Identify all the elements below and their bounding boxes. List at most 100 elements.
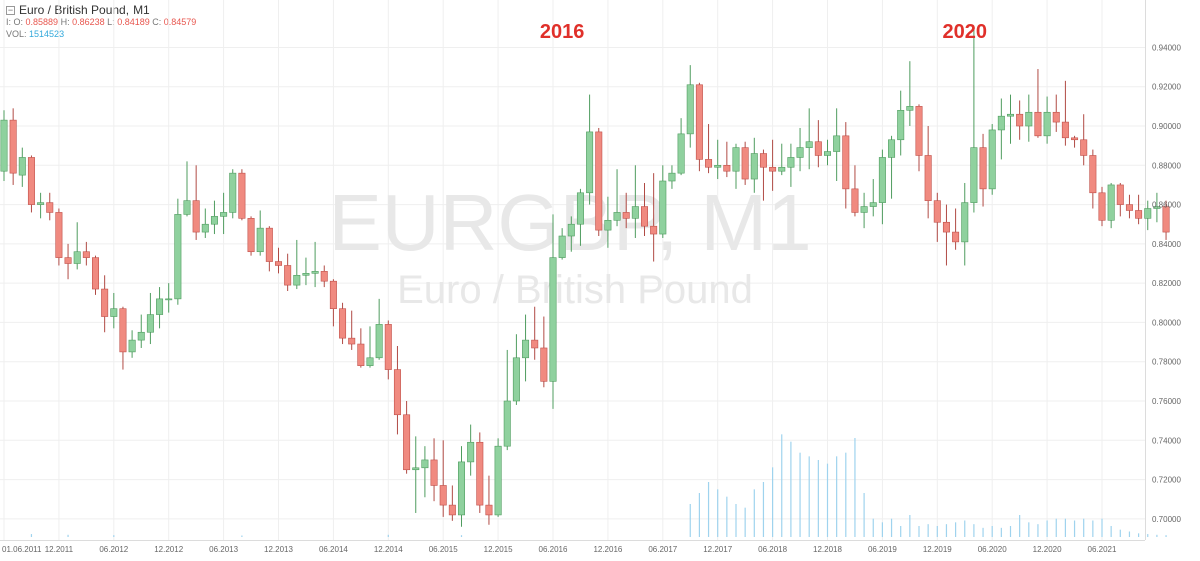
- candle-down[interactable]: [741, 141, 749, 185]
- candle-up[interactable]: [293, 239, 301, 290]
- candle-up[interactable]: [878, 149, 886, 225]
- candle-up[interactable]: [366, 326, 374, 368]
- candle-down[interactable]: [46, 192, 54, 221]
- candle-down[interactable]: [769, 139, 777, 191]
- candle-up[interactable]: [201, 208, 209, 238]
- candle-down[interactable]: [339, 302, 347, 345]
- collapse-icon[interactable]: −: [6, 4, 15, 15]
- candle-up[interactable]: [412, 436, 420, 513]
- candle-down[interactable]: [82, 241, 90, 266]
- candle-down[interactable]: [595, 127, 603, 237]
- candle-down[interactable]: [27, 155, 35, 213]
- candle-down[interactable]: [1052, 94, 1060, 132]
- candle-up[interactable]: [906, 61, 914, 127]
- candle-down[interactable]: [695, 82, 703, 172]
- candle-down[interactable]: [851, 165, 859, 217]
- candle-down[interactable]: [1071, 135, 1079, 148]
- candle-down[interactable]: [723, 141, 731, 178]
- candle-up[interactable]: [522, 314, 530, 382]
- candle-down[interactable]: [942, 204, 950, 266]
- candle-up[interactable]: [833, 108, 841, 182]
- candle-up[interactable]: [229, 169, 237, 219]
- candle-up[interactable]: [467, 424, 475, 476]
- candle-up[interactable]: [778, 143, 786, 176]
- candle-down[interactable]: [393, 346, 401, 435]
- candle-down[interactable]: [274, 247, 282, 274]
- candle-up[interactable]: [156, 287, 164, 329]
- candle-down[interactable]: [476, 432, 484, 513]
- candle-up[interactable]: [220, 192, 228, 235]
- candle-down[interactable]: [9, 108, 17, 185]
- candle-down[interactable]: [705, 124, 713, 174]
- candle-down[interactable]: [650, 173, 658, 262]
- candle-up[interactable]: [183, 161, 191, 217]
- candle-down[interactable]: [979, 133, 987, 207]
- candle-up[interactable]: [961, 182, 969, 266]
- candle-down[interactable]: [92, 255, 100, 295]
- candle-down[interactable]: [357, 328, 365, 368]
- candle-up[interactable]: [732, 143, 740, 189]
- candle-up[interactable]: [604, 196, 612, 248]
- candle-up[interactable]: [970, 29, 978, 213]
- candle-down[interactable]: [1061, 80, 1069, 146]
- candle-up[interactable]: [73, 222, 81, 270]
- candle-down[interactable]: [101, 275, 109, 333]
- candle-down[interactable]: [284, 253, 292, 292]
- candle-up[interactable]: [494, 438, 502, 517]
- candle-up[interactable]: [897, 90, 905, 156]
- candle-down[interactable]: [55, 208, 63, 266]
- candle-up[interactable]: [512, 334, 520, 405]
- candle-down[interactable]: [924, 126, 932, 219]
- candle-up[interactable]: [1025, 94, 1033, 142]
- candle-up[interactable]: [750, 137, 758, 193]
- candle-up[interactable]: [860, 192, 868, 229]
- candle-down[interactable]: [1098, 186, 1106, 227]
- candle-up[interactable]: [128, 330, 136, 358]
- candle-up[interactable]: [165, 283, 173, 313]
- candle-down[interactable]: [320, 265, 328, 288]
- candle-down[interactable]: [1116, 182, 1124, 217]
- candle-down[interactable]: [64, 243, 72, 280]
- candle-down[interactable]: [933, 192, 941, 242]
- candle-down[interactable]: [485, 475, 493, 525]
- candle-down[interactable]: [1089, 149, 1097, 209]
- candle-down[interactable]: [430, 438, 438, 502]
- candle-up[interactable]: [631, 165, 639, 238]
- candle-up[interactable]: [1153, 192, 1161, 223]
- candle-up[interactable]: [888, 135, 896, 199]
- candle-down[interactable]: [265, 226, 273, 272]
- candle-down[interactable]: [952, 208, 960, 250]
- candle-up[interactable]: [375, 298, 383, 360]
- candle-up[interactable]: [823, 139, 831, 166]
- candle-up[interactable]: [256, 210, 264, 256]
- candle-down[interactable]: [1080, 114, 1088, 166]
- candle-up[interactable]: [576, 188, 584, 246]
- candle-up[interactable]: [37, 192, 45, 219]
- candle-up[interactable]: [1144, 200, 1152, 231]
- candle-up[interactable]: [613, 169, 621, 227]
- candle-up[interactable]: [1107, 182, 1115, 229]
- candle-down[interactable]: [915, 104, 923, 172]
- candle-up[interactable]: [668, 165, 676, 189]
- candle-up[interactable]: [988, 124, 996, 195]
- candle-up[interactable]: [586, 94, 594, 205]
- candle-up[interactable]: [110, 292, 118, 329]
- candle-down[interactable]: [119, 306, 127, 370]
- candle-up[interactable]: [457, 446, 465, 527]
- candle-up[interactable]: [787, 143, 795, 187]
- candle-down[interactable]: [759, 149, 767, 201]
- candle-up[interactable]: [0, 110, 8, 182]
- candle-down[interactable]: [531, 306, 539, 360]
- time-axis[interactable]: 01.06.2011 12.2011 06.2012 12.2012 06.2013 12…: [2, 545, 1117, 554]
- candle-down[interactable]: [384, 320, 392, 380]
- candle-up[interactable]: [558, 228, 566, 260]
- candle-down[interactable]: [1125, 194, 1133, 219]
- candle-down[interactable]: [640, 182, 648, 237]
- candle-up[interactable]: [997, 98, 1005, 160]
- candle-down[interactable]: [348, 310, 356, 350]
- candle-down[interactable]: [622, 192, 630, 229]
- candle-down[interactable]: [247, 216, 255, 256]
- candle-down[interactable]: [1135, 194, 1143, 225]
- candle-down[interactable]: [448, 485, 456, 521]
